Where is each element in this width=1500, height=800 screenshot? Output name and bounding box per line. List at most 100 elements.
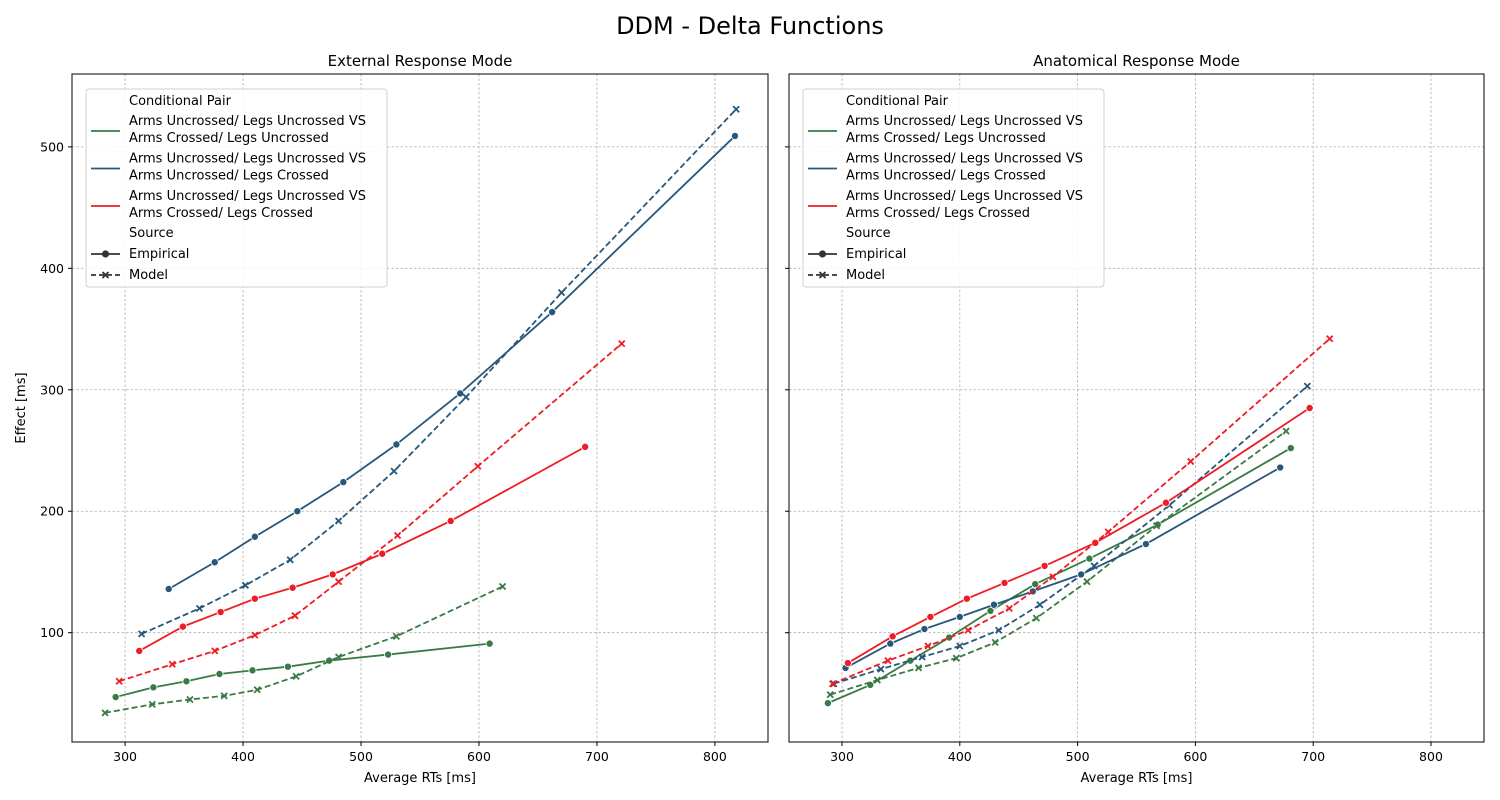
y-tick-label: 200 <box>40 504 64 519</box>
data-point-model <box>1083 578 1091 586</box>
panel-external-response-mode: 300 400 500 600 700 800 100 200 300 400 500 Externa… <box>40 52 769 786</box>
data-point-model <box>914 664 923 672</box>
legend-label-line1: Arms Uncrossed/ Legs Uncrossed VS <box>846 114 1083 129</box>
data-point-model <box>334 578 343 586</box>
data-point-model <box>392 632 401 640</box>
legend-marker-dot <box>818 250 827 258</box>
data-point-model <box>220 692 228 700</box>
series-line-empirical <box>845 466 1281 669</box>
data-point-model <box>101 709 109 717</box>
data-point-empirical <box>485 639 494 648</box>
data-point-empirical <box>1000 578 1009 587</box>
data-point-empirical <box>1040 561 1049 570</box>
legend-label-line1: Arms Uncrossed/ Legs Uncrossed VS <box>129 114 366 129</box>
data-point-model <box>137 630 146 638</box>
x-tick-label: 400 <box>231 749 255 764</box>
legend-label-line2: Arms Crossed/ Legs Uncrossed <box>846 131 1046 146</box>
series-group <box>823 335 1334 708</box>
data-point-model <box>956 642 964 650</box>
data-point-model <box>241 581 250 589</box>
y-tick-label: 300 <box>40 382 64 397</box>
legend-box <box>85 88 388 288</box>
plot-frame <box>71 73 769 743</box>
series-line-model <box>118 342 623 683</box>
data-point-empirical <box>283 662 292 671</box>
legend: Conditional Pair Arms Uncrossed/ Legs Unc… <box>802 88 1105 288</box>
data-point-model <box>251 631 259 639</box>
data-point-empirical <box>823 699 832 708</box>
data-point-empirical <box>456 389 465 398</box>
legend-label-line2: Arms Uncrossed/ Legs Crossed <box>129 169 329 184</box>
data-point-model <box>334 517 343 525</box>
data-point-model <box>826 690 834 699</box>
data-point-empirical <box>920 625 929 634</box>
legend-label-line1: Arms Uncrossed/ Legs Uncrossed VS <box>846 189 1083 204</box>
data-point-empirical <box>339 478 348 487</box>
data-point-empirical <box>1031 580 1040 589</box>
legend-label-line1: Arms Uncrossed/ Legs Uncrossed VS <box>129 152 366 167</box>
data-point-model <box>474 462 482 470</box>
y-axis-label: Effect [ms] <box>14 372 29 443</box>
data-point-empirical <box>215 669 224 678</box>
data-point-model <box>1152 522 1161 530</box>
figure-title: DDM - Delta Functions <box>616 12 884 40</box>
data-point-model <box>168 660 176 668</box>
data-point-model <box>618 339 626 348</box>
x-tick-label: 600 <box>1183 749 1207 764</box>
data-point-empirical <box>182 677 191 686</box>
series-group <box>101 105 740 717</box>
data-point-model <box>195 604 204 613</box>
data-point-empirical <box>581 442 590 451</box>
data-point-empirical <box>288 583 297 592</box>
x-tick-label: 300 <box>830 749 854 764</box>
data-point-empirical <box>111 693 120 702</box>
data-point-empirical <box>1141 540 1150 549</box>
series-line-model <box>833 385 1308 685</box>
data-point-model <box>991 638 999 647</box>
y-tick-label: 400 <box>40 261 64 276</box>
data-point-model <box>148 700 156 708</box>
data-point-model <box>462 393 470 401</box>
panel-title: Anatomical Response Mode <box>1033 52 1240 70</box>
data-point-empirical <box>378 549 387 558</box>
data-point-empirical <box>926 612 935 621</box>
data-point-empirical <box>135 646 144 655</box>
data-point-model <box>952 654 960 662</box>
data-point-model <box>291 612 299 620</box>
series-line-empirical <box>138 446 586 652</box>
data-point-model <box>186 695 194 704</box>
x-tick-label: 700 <box>585 749 609 764</box>
legend-label-line2: Arms Crossed/ Legs Crossed <box>129 206 313 221</box>
data-point-empirical <box>986 606 995 615</box>
legend-marker-dot <box>101 250 110 258</box>
legend-title-source: Source <box>129 226 174 241</box>
x-axis-label: Average RTs [ms] <box>1081 771 1193 786</box>
data-point-empirical <box>216 608 225 617</box>
x-tick-label: 300 <box>113 749 137 764</box>
series-line-empirical <box>847 407 1311 664</box>
data-point-empirical <box>989 600 998 609</box>
data-point-model <box>1282 427 1290 435</box>
data-point-empirical <box>1305 403 1314 412</box>
legend: Conditional Pair Arms Uncrossed/ Legs Unc… <box>85 88 388 288</box>
data-point-model <box>924 642 932 650</box>
legend-label-line2: Arms Crossed/ Legs Uncrossed <box>129 131 329 146</box>
x-tick-label: 400 <box>948 749 972 764</box>
y-tick-label: 100 <box>40 625 64 640</box>
data-point-model <box>1187 457 1195 466</box>
data-point-model <box>964 626 972 634</box>
grid <box>72 74 768 742</box>
data-point-empirical <box>886 639 895 648</box>
panel-title: External Response Mode <box>328 52 513 70</box>
legend-title-pair: Conditional Pair <box>846 94 949 109</box>
legend-source-label: Empirical <box>129 247 189 262</box>
data-point-model <box>1036 601 1044 609</box>
legend-label-line2: Arms Crossed/ Legs Crossed <box>846 206 1030 221</box>
data-point-empirical <box>1286 444 1295 453</box>
data-point-empirical <box>955 612 964 621</box>
legend-source-label: Empirical <box>846 247 906 262</box>
data-point-empirical <box>210 558 219 567</box>
data-point-model <box>1049 573 1057 581</box>
data-point-empirical <box>392 440 401 449</box>
data-point-model <box>877 665 885 673</box>
